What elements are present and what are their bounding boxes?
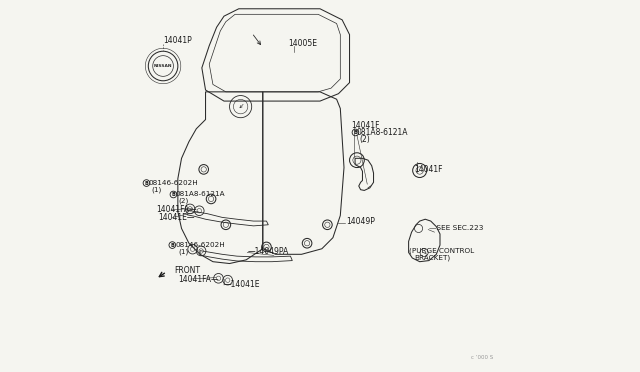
Text: (1): (1) [178,248,188,255]
Text: c ’000 S: c ’000 S [471,355,493,359]
Text: NISSAN: NISSAN [154,64,172,68]
Text: 14041F: 14041F [414,165,443,174]
Text: 08146-6202H: 08146-6202H [175,242,225,248]
Text: B: B [172,192,175,197]
Text: 081A8-6121A: 081A8-6121A [357,128,408,137]
Text: 14005E: 14005E [289,39,317,48]
Text: 14049P: 14049P [346,217,375,225]
Text: 14041P: 14041P [163,36,192,45]
Text: 081A8-6121A: 081A8-6121A [175,192,225,198]
Text: BRACKET): BRACKET) [414,254,451,260]
Text: (2): (2) [359,135,370,144]
Text: B: B [353,130,357,135]
Text: 14041FA—: 14041FA— [156,205,196,215]
Text: B: B [145,180,148,186]
Text: —SEE SEC.223: —SEE SEC.223 [429,225,483,231]
Text: 14041FA—: 14041FA— [178,275,218,283]
Text: (1): (1) [152,186,162,193]
Text: 14041E—: 14041E— [159,213,195,222]
Text: B: B [170,243,174,248]
Text: —14041E: —14041E [224,280,260,289]
Text: 14041F: 14041F [351,121,380,129]
Text: —14049PA: —14049PA [248,247,289,256]
Text: (2): (2) [178,198,188,204]
Text: (PURGE CONTROL: (PURGE CONTROL [408,247,474,254]
Text: FRONT: FRONT [174,266,200,275]
Text: 08146-6202H: 08146-6202H [148,180,198,186]
